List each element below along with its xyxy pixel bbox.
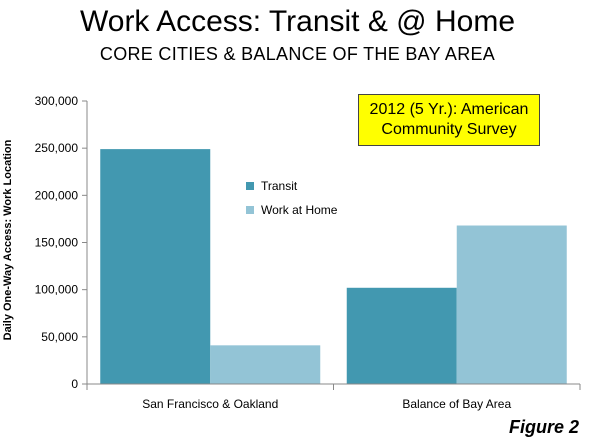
y-tick-label: 250,000 <box>35 141 79 155</box>
y-axis-label: Daily One-Way Access: Work Location <box>2 139 14 341</box>
x-tick-label: San Francisco & Oakland <box>142 397 278 411</box>
chart-title: Work Access: Transit & @ Home <box>79 5 515 38</box>
y-tick-label: 50,000 <box>41 330 78 344</box>
y-tick-label: 0 <box>71 377 78 391</box>
legend-item-work-at-home: Work at Home <box>246 201 337 219</box>
legend-label-work-at-home: Work at Home <box>261 203 338 217</box>
bar-work-at-home <box>210 345 321 384</box>
source-note-line-1: 2012 (5 Yr.): American <box>369 101 529 118</box>
bar-transit <box>100 149 211 384</box>
legend-label-transit: Transit <box>261 179 298 193</box>
chart-legend: Transit Work at Home <box>238 170 363 225</box>
bar-transit <box>346 287 457 384</box>
y-tick-label: 300,000 <box>35 94 79 108</box>
x-tick-label: Balance of Bay Area <box>402 397 511 411</box>
source-note: 2012 (5 Yr.): American Community Survey <box>358 94 540 146</box>
y-tick-label: 200,000 <box>35 188 79 202</box>
legend-item-transit: Transit <box>246 177 297 195</box>
y-tick-label: 150,000 <box>35 236 79 250</box>
legend-swatch-work-at-home <box>246 206 254 214</box>
figure-label: Figure 2 <box>508 417 579 437</box>
legend-swatch-transit <box>246 182 254 190</box>
source-note-line-2: Community Survey <box>381 121 517 138</box>
y-tick-label: 100,000 <box>35 283 79 297</box>
bar-work-at-home <box>456 225 567 384</box>
chart-subtitle: CORE CITIES & BALANCE OF THE BAY AREA <box>99 44 496 64</box>
